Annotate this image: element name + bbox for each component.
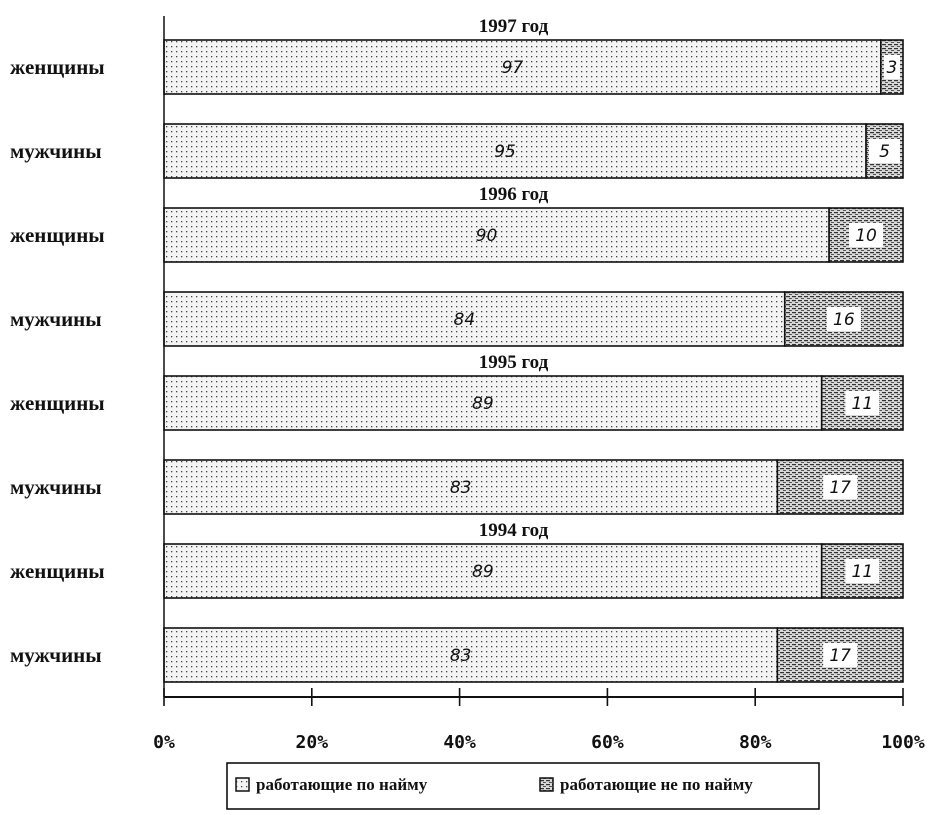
data-label-bg-3-0-1 — [845, 559, 880, 583]
data-label-bg-1-0-1 — [849, 223, 884, 247]
data-label-1-0-0: 90 — [476, 226, 498, 246]
bar-segment-3-0-0 — [163, 543, 823, 599]
data-label-0-0-1: 3 — [887, 58, 898, 78]
data-label-1-0-1: 10 — [855, 226, 877, 246]
legend-label-1: работающие не по найму — [560, 775, 753, 794]
data-label-bg-0-0-1 — [883, 55, 900, 79]
data-label-3-0-0: 89 — [472, 562, 494, 582]
legend-box — [226, 762, 820, 810]
data-label-bg-3-1-1 — [823, 643, 858, 667]
data-label-2-0-1: 11 — [852, 394, 874, 414]
data-label-1-1-1: 16 — [833, 310, 855, 330]
data-label-1-1-0: 84 — [454, 310, 476, 330]
x-axis: 0% 20% 40% 60% 80% 100% — [153, 16, 925, 753]
data-label-0-1-0: 95 — [494, 142, 516, 162]
bar-segment-3-1-0 — [163, 627, 779, 683]
data-label-bg-2-0-1 — [845, 391, 880, 415]
category-label-0-0: женщины — [10, 55, 105, 79]
data-label-bg-0-1-1 — [869, 139, 900, 163]
legend: работающие по найму работающие не по найм… — [226, 762, 820, 810]
bar-segment-1-0-0 — [163, 207, 830, 263]
data-label-3-1-0: 83 — [450, 646, 472, 666]
bar-segment-0-0-0 — [163, 39, 882, 95]
category-label-3-0: женщины — [10, 559, 105, 583]
group-title-1: 1996 год — [479, 184, 549, 205]
data-label-2-1-0: 83 — [450, 478, 472, 498]
x-tick-label-0: 0% — [153, 732, 175, 753]
x-tick-label-2: 40% — [443, 732, 476, 753]
x-tick-label-4: 80% — [739, 732, 772, 753]
data-label-3-0-1: 11 — [852, 562, 874, 582]
data-label-bg-2-1-1 — [823, 475, 858, 499]
data-label-0-1-1: 5 — [879, 142, 890, 162]
data-label-bg-1-1-1 — [826, 307, 861, 331]
group-title-0: 1997 год — [479, 16, 549, 37]
category-label-2-0: женщины — [10, 391, 105, 415]
group-title-2: 1995 год — [479, 352, 549, 373]
category-label-1-1: мужчины — [10, 307, 102, 331]
legend-swatch-0 — [235, 777, 250, 792]
data-label-2-0-0: 89 — [472, 394, 494, 414]
bar-segment-2-1-0 — [163, 459, 779, 515]
data-label-3-1-1: 17 — [829, 646, 851, 666]
category-label-3-1: мужчины — [10, 643, 102, 667]
category-label-1-0: женщины — [10, 223, 105, 247]
legend-label-0: работающие по найму — [256, 775, 428, 794]
category-label-0-1: мужчины — [10, 139, 102, 163]
x-tick-label-5: 100% — [881, 732, 925, 753]
x-tick-label-1: 20% — [296, 732, 329, 753]
plot-area: 1997 год женщины 97 3 мужчины 95 5 1996 год женщ… — [10, 16, 904, 683]
category-label-2-1: мужчины — [10, 475, 102, 499]
data-label-2-1-1: 17 — [829, 478, 851, 498]
data-label-0-0-0: 97 — [502, 58, 524, 78]
legend-swatch-1 — [539, 777, 554, 792]
group-title-3: 1994 год — [479, 520, 549, 541]
x-tick-label-3: 60% — [591, 732, 624, 753]
bar-segment-1-1-0 — [163, 291, 786, 347]
